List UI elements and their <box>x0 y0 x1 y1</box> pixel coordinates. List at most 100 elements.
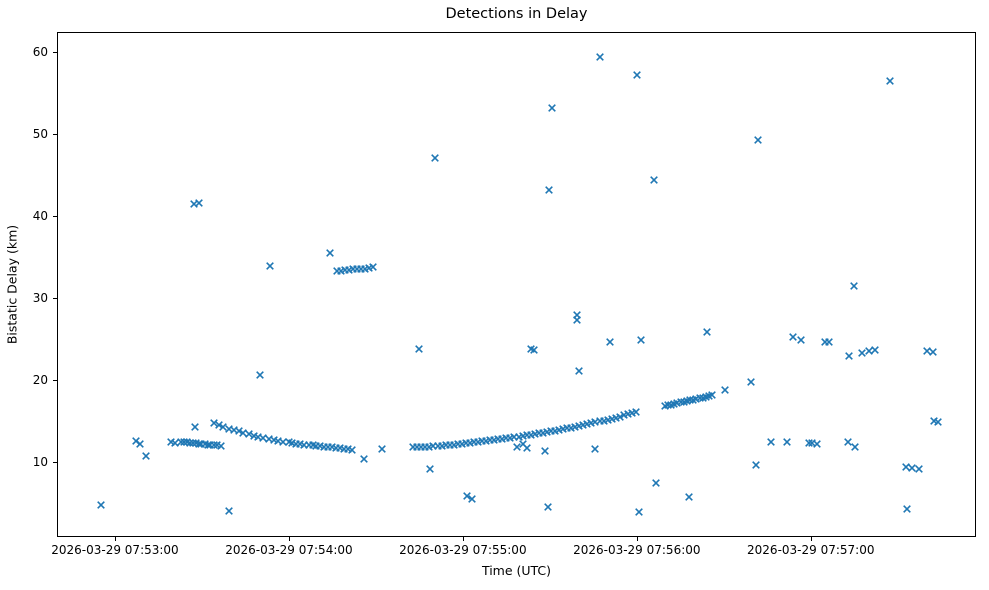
data-point-marker <box>844 437 852 446</box>
data-point-marker <box>229 425 238 434</box>
data-point-marker <box>326 249 335 257</box>
data-point-marker <box>266 262 275 270</box>
x-tick-label: 2026-03-29 07:57:00 <box>747 543 875 557</box>
data-point-marker <box>633 71 642 79</box>
y-tick <box>53 134 57 135</box>
data-point-marker <box>930 417 938 426</box>
data-point-marker <box>522 431 531 440</box>
data-point-marker <box>468 495 476 504</box>
data-point-marker <box>651 479 660 488</box>
data-point-marker <box>441 441 450 450</box>
data-point-marker <box>316 442 325 451</box>
data-point-marker <box>269 436 278 444</box>
data-point-marker <box>239 428 248 437</box>
data-point-marker <box>545 186 553 194</box>
data-point-marker <box>619 411 628 420</box>
data-point-marker <box>190 423 199 432</box>
data-point-marker <box>721 386 730 395</box>
data-point-marker <box>224 506 233 515</box>
data-point-marker <box>96 501 105 509</box>
y-tick <box>53 297 57 299</box>
data-point-marker <box>663 401 672 410</box>
data-point-marker <box>216 441 225 450</box>
x-tick <box>810 537 812 541</box>
data-point-marker <box>915 465 923 474</box>
data-point-marker <box>203 440 212 449</box>
data-point-marker <box>522 444 531 453</box>
data-point-marker <box>611 413 620 422</box>
data-point-marker <box>902 504 911 513</box>
data-point-marker <box>498 434 507 443</box>
data-point-marker <box>210 419 219 428</box>
data-point-marker <box>551 426 559 435</box>
data-point-marker <box>457 439 466 448</box>
data-point-marker <box>478 437 486 446</box>
data-point-marker <box>449 440 458 449</box>
y-tick-label: 40 <box>32 208 48 223</box>
data-point-marker <box>526 430 535 439</box>
data-point-marker <box>413 443 422 452</box>
data-point-marker <box>808 439 816 448</box>
data-point-marker <box>437 441 446 450</box>
data-point-marker <box>284 438 293 447</box>
x-tick <box>636 537 638 541</box>
data-point-marker <box>431 154 439 163</box>
data-point-marker <box>409 443 418 452</box>
data-point-marker <box>858 348 866 357</box>
data-point-marker <box>433 442 442 450</box>
data-point-marker <box>599 416 608 425</box>
data-point-marker <box>336 444 345 453</box>
data-point-marker <box>571 422 580 431</box>
data-point-marker <box>353 265 361 274</box>
data-point-marker <box>703 328 712 337</box>
data-point-marker <box>197 439 206 448</box>
data-point-marker <box>607 414 616 423</box>
data-point-marker <box>194 198 203 207</box>
data-point-marker <box>141 452 150 461</box>
data-point-marker <box>445 441 454 449</box>
data-point-marker <box>605 338 614 347</box>
data-point-marker <box>591 418 600 427</box>
data-point-marker <box>474 438 482 446</box>
data-point-marker <box>708 390 717 399</box>
data-point-marker <box>337 266 346 275</box>
data-point-marker <box>462 439 470 448</box>
data-point-marker <box>429 442 438 451</box>
data-point-marker <box>219 423 228 431</box>
data-point-marker <box>752 461 761 470</box>
data-point-marker <box>789 333 797 341</box>
data-point-marker <box>702 392 710 401</box>
data-point-marker <box>300 440 309 449</box>
data-point-marker <box>660 402 669 411</box>
data-point-marker <box>683 397 691 406</box>
data-point-marker <box>689 396 698 404</box>
data-point-marker <box>754 136 763 145</box>
data-point-marker <box>559 425 567 433</box>
data-point-marker <box>185 439 194 447</box>
data-point-marker <box>512 442 521 451</box>
data-point-marker <box>365 264 374 272</box>
x-axis-label: Time (UTC) <box>481 563 552 578</box>
data-point-marker <box>345 265 354 274</box>
x-tick-label: 2026-03-29 07:55:00 <box>399 543 527 557</box>
data-point-marker <box>908 463 916 472</box>
data-point-marker <box>547 427 555 436</box>
plot-area <box>57 32 976 537</box>
data-point-marker <box>341 266 350 275</box>
data-point-marker <box>344 445 353 454</box>
y-tick-label: 30 <box>32 290 48 305</box>
data-point-marker <box>628 409 636 418</box>
data-point-marker <box>360 455 369 464</box>
data-point-marker <box>673 399 682 408</box>
x-tick <box>114 537 116 541</box>
data-point-marker <box>572 311 581 319</box>
data-point-marker <box>426 464 434 473</box>
data-point-marker <box>679 398 688 406</box>
data-point-marker <box>692 395 701 404</box>
data-point-marker <box>361 264 370 273</box>
data-point-marker <box>563 424 571 433</box>
data-point-marker <box>453 440 462 448</box>
data-point-marker <box>821 337 830 346</box>
data-point-marker <box>421 442 430 451</box>
data-point-marker <box>378 445 387 454</box>
